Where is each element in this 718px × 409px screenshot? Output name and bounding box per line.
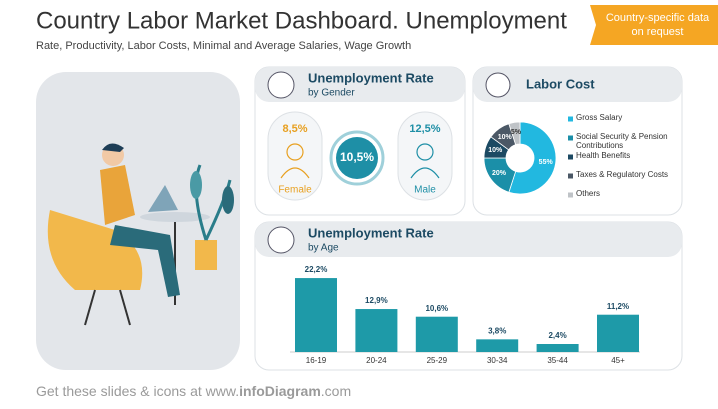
x-tick-label: 25-29: [427, 356, 448, 365]
value-label: 12,5%: [409, 123, 440, 135]
badge-notch: [590, 5, 596, 45]
body: [410, 167, 440, 179]
legend-label: Gross Salary: [576, 113, 623, 122]
slice-label: 55%: [539, 159, 554, 166]
bar-group: 22,2% 16-19 12,9% 20-24 10,6% 25-29 3,8% 30-34 2…: [295, 265, 639, 365]
value-label: 8,5%: [282, 123, 307, 135]
footer-brand: infoDiagram: [239, 383, 321, 399]
cost-header: [473, 67, 682, 102]
category-label: Female: [278, 185, 312, 196]
gender-title: Unemployment Rate: [308, 70, 434, 85]
value-label: 22,2%: [305, 265, 328, 274]
legend-item: Health Benefits: [576, 151, 631, 160]
legend-label: Taxes & Regulatory Costs: [576, 170, 669, 179]
cost-icon: [485, 72, 511, 98]
illustration-bg: [36, 72, 240, 370]
legend-swatch: [568, 116, 573, 122]
subtitle: Rate, Productivity, Labor Costs, Minimal…: [36, 40, 411, 52]
bar: [295, 278, 337, 352]
total-mark: [336, 137, 378, 179]
ring: [329, 130, 385, 186]
legend-label: Health Benefits: [576, 151, 631, 160]
age-subtitle: by Age: [308, 243, 339, 254]
value-label: 2,4%: [548, 331, 566, 340]
x-tick-label: 20-24: [366, 356, 387, 365]
legend-label: Social Security & Pension Contributions: [576, 132, 668, 150]
slice-label: 10%: [498, 134, 513, 141]
legend-item: Taxes & Regulatory Costs: [576, 170, 669, 179]
illustration: [47, 143, 234, 326]
legend-item: Gross Salary: [576, 113, 623, 122]
value-label: 11,2%: [607, 302, 629, 311]
age-title: Unemployment Rate: [308, 225, 434, 240]
slice-label: 10%: [488, 147, 503, 154]
pie-slice: [508, 121, 557, 195]
bar: [415, 316, 458, 352]
footer: Get these slides & icons at www.infoDiag…: [36, 383, 351, 399]
cost-title: Labor Cost: [526, 76, 595, 91]
legend-item: Others: [576, 189, 601, 198]
gender-subtitle: by Gender: [308, 88, 355, 99]
age-header: [255, 222, 682, 257]
legend-swatch: [568, 173, 573, 179]
legend-swatch: [568, 135, 573, 141]
badge-text: Country-specific data on request: [605, 12, 710, 38]
pie-group: 55% Gross Salary 20% Social Security & Pens…: [483, 113, 669, 198]
gender-group: 8,5% Female 10,5% 12,5% Male: [267, 111, 453, 201]
value-label: 10,6%: [425, 304, 448, 313]
age-icon: [267, 226, 295, 254]
legend-item: Social Security & Pension Contributions: [576, 132, 668, 150]
gender-icon: [267, 71, 295, 99]
footer-tail: .com: [321, 383, 351, 399]
badge-bg: [590, 5, 718, 45]
slice-label: 20%: [492, 170, 507, 177]
x-tick-label: 16-19: [306, 356, 327, 365]
body: [280, 167, 310, 179]
title: Country Labor Market Dashboard. Unemploy…: [36, 7, 567, 34]
value-label: 10,5%: [340, 150, 374, 164]
head: [286, 143, 304, 161]
slice-label: 5%: [511, 129, 522, 136]
bar: [355, 309, 398, 352]
category-label: Male: [414, 185, 436, 196]
bar: [476, 339, 519, 352]
gender-header: [255, 67, 465, 102]
bar: [536, 344, 579, 352]
x-tick-label: 45+: [611, 356, 625, 365]
x-tick-label: 30-34: [487, 356, 508, 365]
pie-slice: [508, 121, 521, 146]
head: [416, 143, 434, 161]
badge-box: Country-specific data on request: [605, 12, 710, 38]
footer-lead: Get these slides & icons at www.: [36, 383, 239, 399]
legend-swatch: [568, 154, 573, 160]
legend-label: Others: [576, 189, 601, 198]
value-label: 3,8%: [488, 326, 506, 335]
legend-swatch: [568, 192, 573, 198]
bar: [597, 314, 639, 352]
x-tick-label: 35-44: [547, 356, 568, 365]
value-label: 12,9%: [365, 296, 388, 305]
